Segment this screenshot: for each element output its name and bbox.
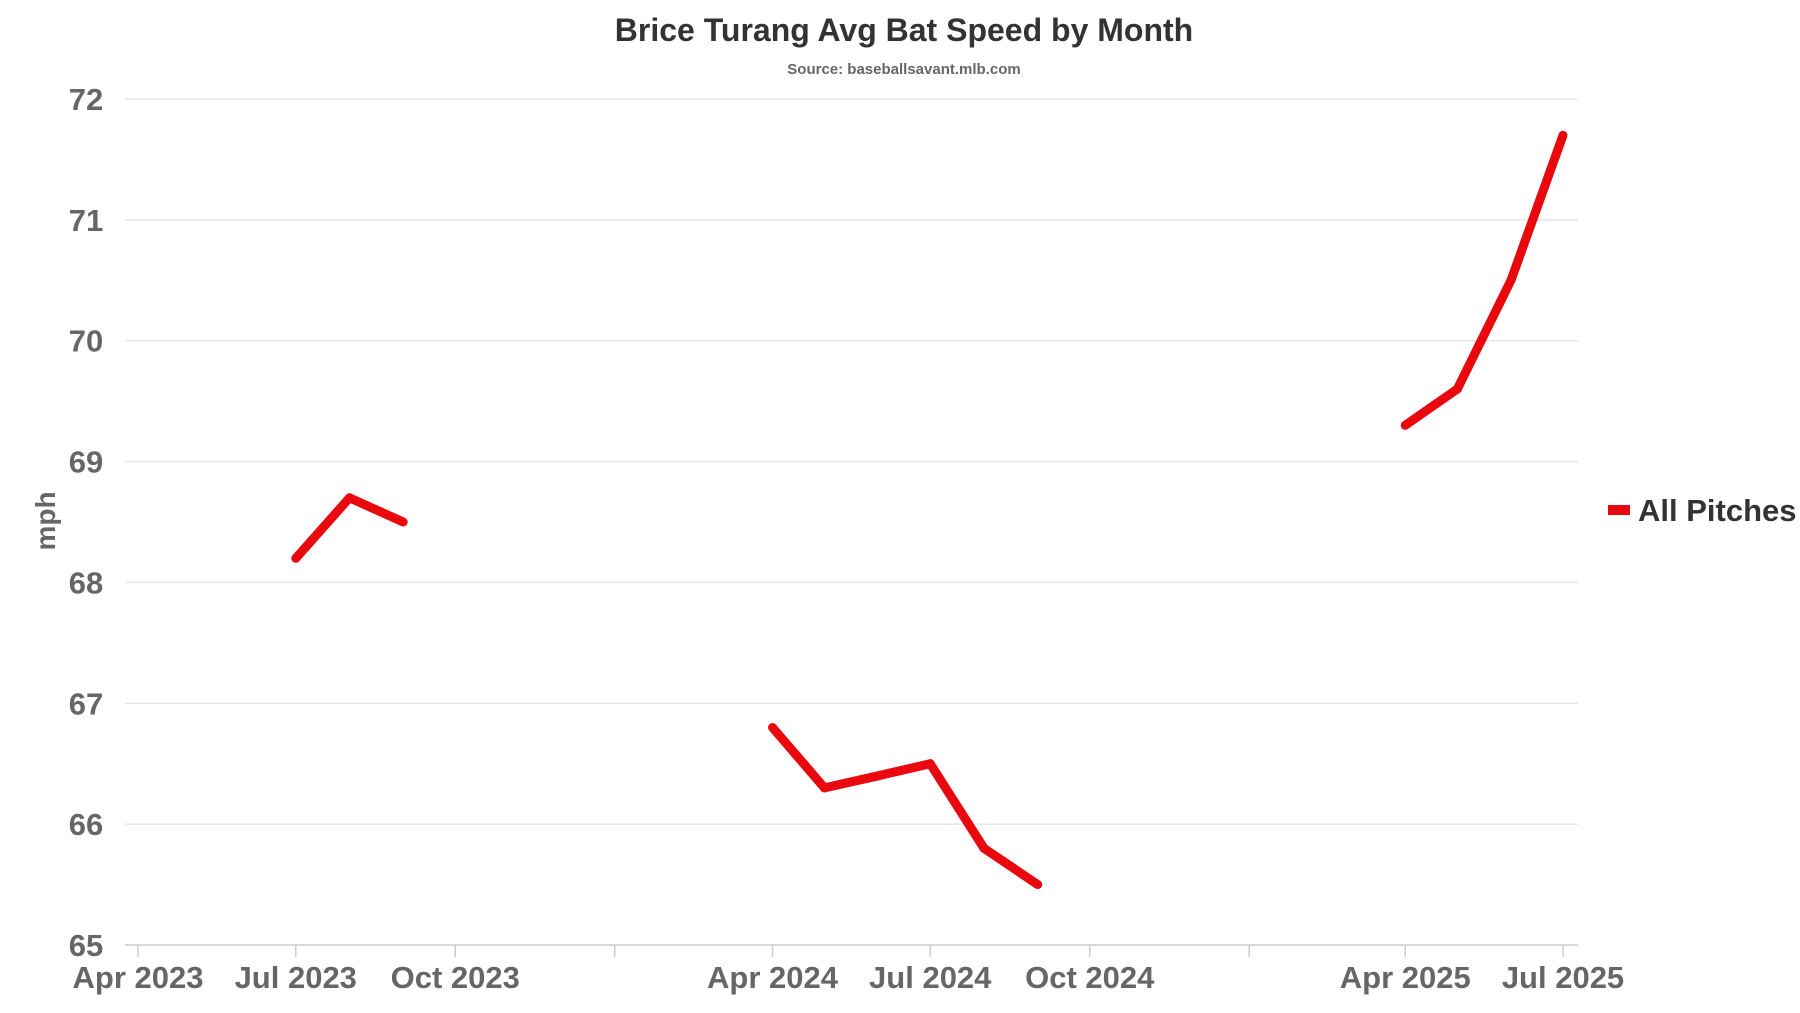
x-tick-label-8: Apr 2025 xyxy=(1340,960,1471,995)
x-tick-label-4: Apr 2024 xyxy=(707,960,839,995)
data-point-2024-05-01[interactable] xyxy=(820,783,829,793)
y-tick-label-65: 65 xyxy=(69,928,103,963)
data-point-2023-08-01[interactable] xyxy=(345,493,354,503)
legend[interactable]: All Pitches xyxy=(1608,493,1797,528)
y-tick-label-71: 71 xyxy=(69,203,103,238)
data-point-2023-07-01[interactable] xyxy=(291,553,301,563)
data-point-2024-09-01[interactable] xyxy=(1033,880,1043,890)
legend-swatch-all-pitches xyxy=(1608,505,1630,515)
y-tick-label-72: 72 xyxy=(69,82,103,117)
y-axis-label: mph xyxy=(30,491,61,550)
chart-title: Brice Turang Avg Bat Speed by Month xyxy=(615,12,1193,48)
x-tick-label-6: Oct 2024 xyxy=(1025,960,1155,995)
y-tick-label-69: 69 xyxy=(69,445,103,480)
y-tick-label-67: 67 xyxy=(69,686,103,721)
data-point-2024-06-01[interactable] xyxy=(873,771,883,781)
series-lines xyxy=(291,130,1568,890)
x-tick-label-9: Jul 2025 xyxy=(1502,960,1624,995)
y-tick-label-70: 70 xyxy=(69,324,103,359)
data-point-2025-05-01[interactable] xyxy=(1452,384,1462,394)
y-tick-label-66: 66 xyxy=(69,807,103,842)
y-axis-ticks: 65 66 67 68 69 70 71 72 xyxy=(69,82,103,963)
x-tick-label-1: Jul 2023 xyxy=(235,960,357,995)
x-tick-label-2: Oct 2023 xyxy=(391,960,520,995)
data-point-2023-09-01[interactable] xyxy=(398,517,408,527)
data-point-2025-04-01[interactable] xyxy=(1400,420,1410,430)
series-line-segment-3 xyxy=(1402,133,1568,429)
gridlines xyxy=(125,98,1578,825)
data-point-2025-07-01[interactable] xyxy=(1558,130,1568,140)
data-point-2024-07-01[interactable] xyxy=(925,759,935,769)
x-tick-label-0: Apr 2023 xyxy=(73,960,204,995)
data-point-2025-06-01[interactable] xyxy=(1506,275,1516,285)
legend-label-all-pitches: All Pitches xyxy=(1638,493,1797,528)
series-line-segment-2 xyxy=(769,724,1041,889)
x-axis: Apr 2023 Jul 2023 Oct 2023 Apr 2024 Jul 2024… xyxy=(73,944,1624,995)
data-point-2024-04-01[interactable] xyxy=(768,723,777,732)
y-tick-label-68: 68 xyxy=(69,565,103,600)
data-point-2024-08-01[interactable] xyxy=(979,843,989,853)
series-line-segment-1 xyxy=(292,493,406,562)
x-tick-label-5: Jul 2024 xyxy=(869,960,992,995)
chart-subtitle: Source: baseballsavant.mlb.com xyxy=(787,61,1020,78)
